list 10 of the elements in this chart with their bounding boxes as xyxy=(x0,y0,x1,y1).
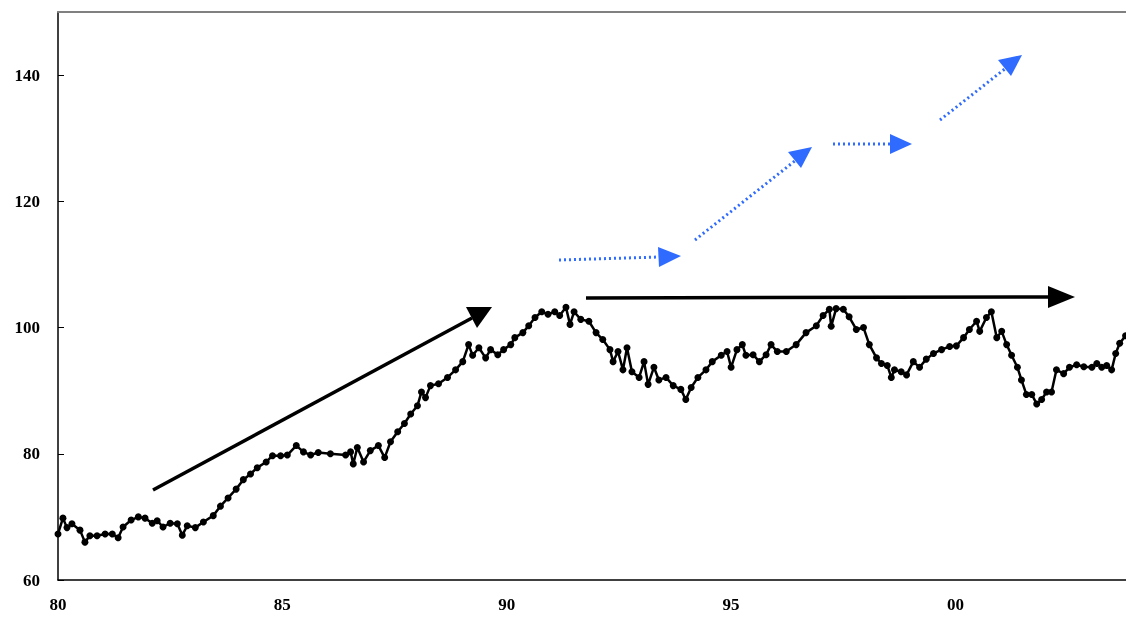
x-tick-label: 85 xyxy=(273,595,291,614)
x-tick-label: 00 xyxy=(946,595,964,614)
x-tick-label: 95 xyxy=(722,595,740,614)
x-tick-label: 80 xyxy=(49,595,67,614)
y-tick-label: 80 xyxy=(23,444,40,464)
y-tick-label: 60 xyxy=(23,570,40,590)
x-tick-label: 90 xyxy=(498,595,516,614)
y-tick-label: 100 xyxy=(14,318,40,338)
y-tick-label: 140 xyxy=(14,65,40,85)
y-tick-label: 120 xyxy=(14,191,40,211)
